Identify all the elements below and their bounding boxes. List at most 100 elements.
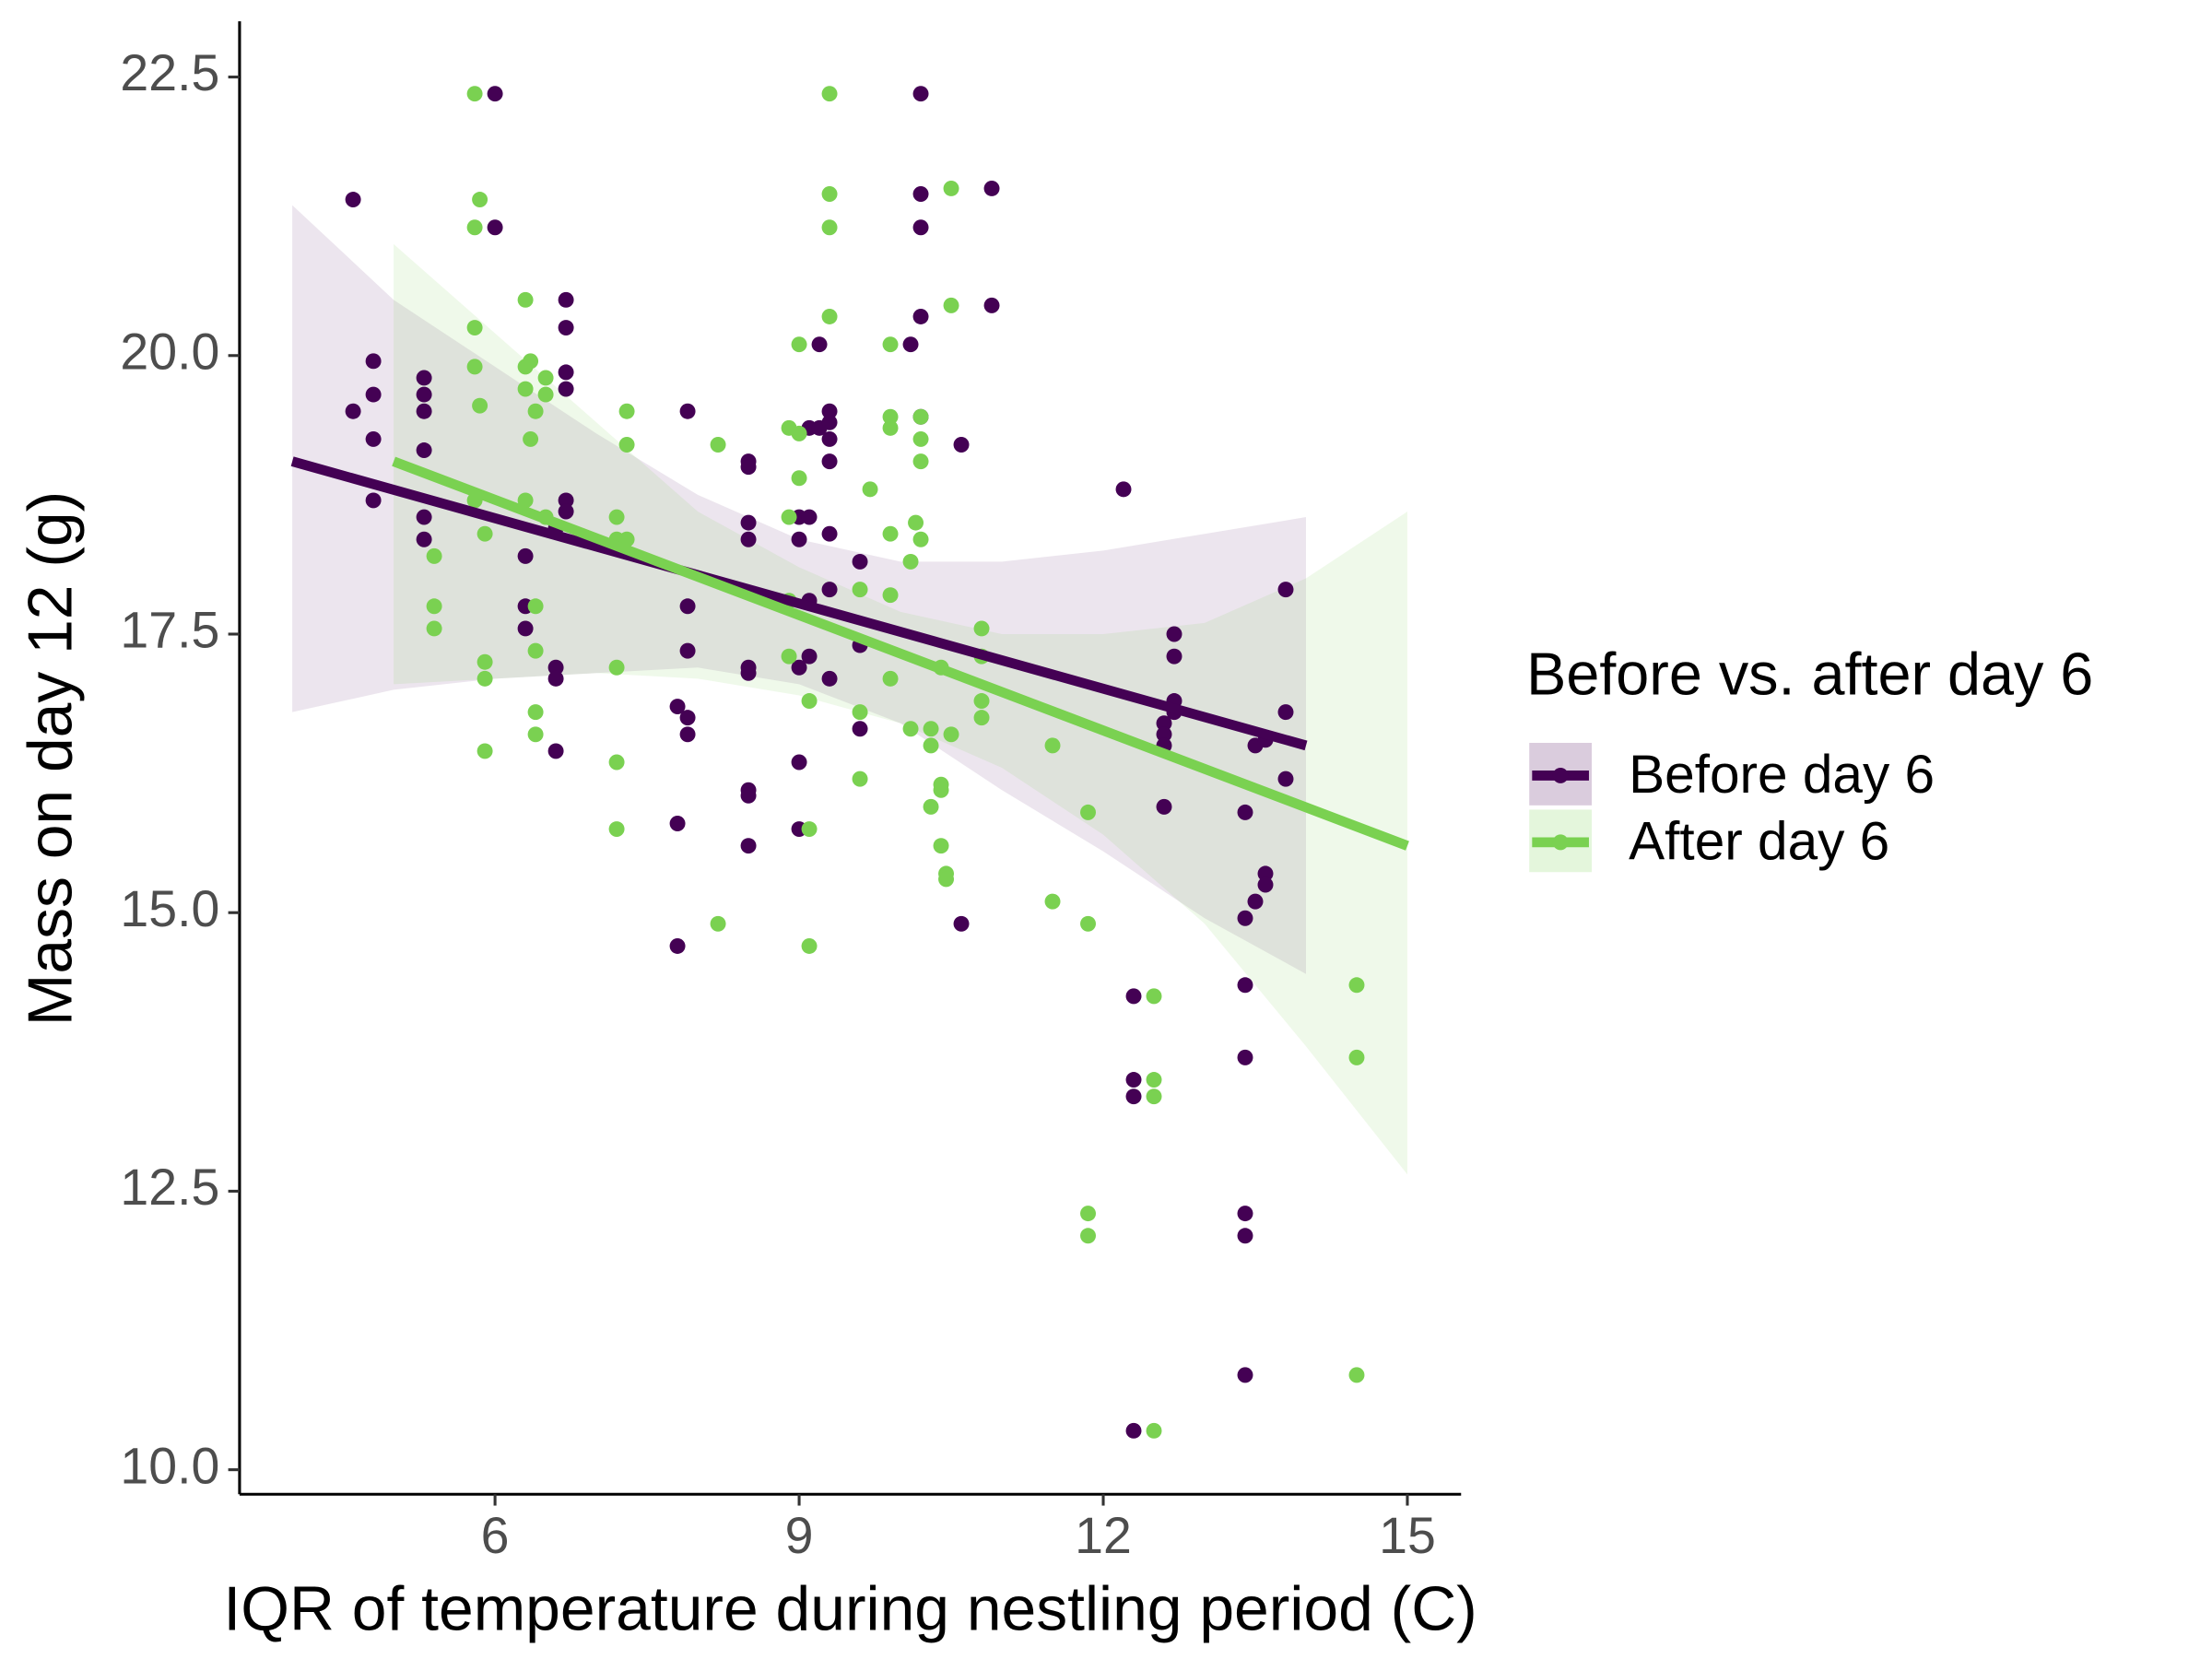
- data-point: [791, 470, 807, 487]
- data-point: [1080, 1228, 1096, 1244]
- data-point: [416, 403, 432, 419]
- data-point: [791, 425, 807, 441]
- data-point: [983, 180, 1000, 196]
- data-point: [801, 693, 818, 709]
- data-point: [821, 670, 838, 687]
- data-point: [527, 598, 544, 615]
- data-point: [821, 308, 838, 324]
- data-point: [466, 359, 483, 375]
- y-tick-label: 10.0: [120, 1437, 219, 1494]
- data-point: [912, 86, 929, 102]
- data-point: [852, 771, 868, 787]
- data-point: [537, 370, 554, 386]
- data-point: [466, 86, 483, 102]
- data-point: [679, 403, 696, 419]
- data-point: [740, 665, 757, 681]
- data-point: [558, 320, 574, 336]
- data-point: [416, 442, 432, 459]
- data-point: [1044, 893, 1061, 910]
- data-point: [811, 336, 828, 353]
- data-point: [466, 219, 483, 236]
- data-point: [821, 430, 838, 447]
- data-point: [821, 582, 838, 598]
- data-point: [882, 587, 899, 604]
- data-point: [345, 192, 361, 208]
- data-point: [558, 364, 574, 381]
- data-point: [983, 297, 1000, 313]
- data-point: [852, 553, 868, 570]
- data-point: [801, 648, 818, 665]
- data-point: [416, 509, 432, 525]
- data-point: [1247, 893, 1264, 910]
- data-point: [1156, 798, 1172, 815]
- data-point: [416, 370, 432, 386]
- data-point: [523, 430, 539, 447]
- data-point: [902, 721, 919, 737]
- data-point: [1146, 1422, 1162, 1439]
- data-point: [943, 180, 959, 196]
- data-point: [618, 437, 635, 453]
- data-point: [1237, 1367, 1253, 1383]
- confidence-band: [292, 205, 1306, 974]
- data-point: [669, 699, 686, 715]
- data-point: [781, 509, 797, 525]
- data-point: [426, 547, 442, 564]
- data-point: [882, 525, 899, 542]
- data-point: [517, 547, 534, 564]
- data-point: [1125, 1072, 1142, 1088]
- data-point: [1237, 804, 1253, 820]
- data-point: [1237, 1049, 1253, 1065]
- data-point: [1277, 582, 1294, 598]
- data-point: [558, 291, 574, 308]
- data-point: [558, 503, 574, 520]
- data-point: [908, 514, 924, 531]
- x-tick-label: 15: [1379, 1507, 1436, 1564]
- data-point: [1080, 915, 1096, 932]
- data-point: [902, 336, 919, 353]
- data-point: [365, 386, 382, 403]
- data-point: [821, 86, 838, 102]
- legend-label: After day 6: [1629, 811, 1889, 871]
- data-point: [426, 620, 442, 637]
- data-point: [1348, 1367, 1365, 1383]
- data-point: [527, 403, 544, 419]
- data-point: [821, 414, 838, 430]
- data-point: [1156, 715, 1172, 732]
- data-point: [608, 821, 625, 838]
- legend-label: Before day 6: [1629, 745, 1935, 805]
- confidence-band: [394, 243, 1407, 1175]
- data-point: [618, 403, 635, 419]
- data-point: [923, 737, 939, 754]
- data-point: [472, 192, 488, 208]
- data-point: [973, 693, 990, 709]
- data-point: [791, 659, 807, 676]
- data-point: [1080, 1206, 1096, 1222]
- data-point: [547, 670, 564, 687]
- data-point: [902, 553, 919, 570]
- data-point: [1277, 704, 1294, 721]
- data-point: [365, 353, 382, 370]
- data-point: [345, 403, 361, 419]
- data-point: [1146, 1072, 1162, 1088]
- data-point: [923, 798, 939, 815]
- data-point: [426, 598, 442, 615]
- data-point: [1237, 1206, 1253, 1222]
- data-point: [1348, 977, 1365, 994]
- data-point: [821, 525, 838, 542]
- data-point: [487, 86, 503, 102]
- data-point: [821, 453, 838, 470]
- data-point: [1125, 1422, 1142, 1439]
- data-point: [882, 670, 899, 687]
- data-point: [523, 353, 539, 370]
- data-point: [365, 430, 382, 447]
- data-point: [608, 754, 625, 771]
- data-point: [938, 871, 955, 888]
- data-point: [821, 186, 838, 202]
- data-point: [477, 670, 493, 687]
- data-point: [943, 726, 959, 743]
- data-point: [973, 620, 990, 637]
- data-point: [679, 598, 696, 615]
- data-point: [943, 297, 959, 313]
